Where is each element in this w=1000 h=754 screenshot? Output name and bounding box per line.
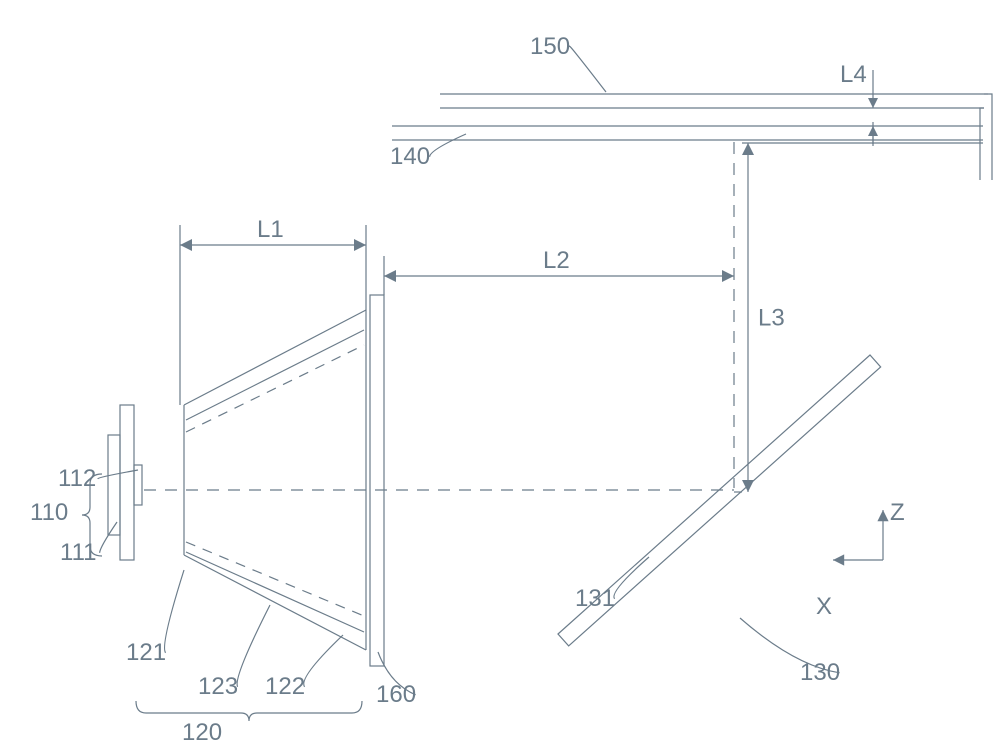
axis-z-label: Z: [890, 499, 905, 526]
arrowhead: [384, 270, 396, 282]
axis-x-label: X: [816, 593, 832, 620]
horn-top-inner: [186, 330, 364, 420]
plate-150-bend-inner: [980, 108, 984, 180]
callout-123: 123: [198, 673, 238, 700]
callout-122: 122: [265, 673, 305, 700]
dim-L3-label: L3: [758, 305, 785, 332]
part-160: [370, 295, 384, 666]
callout-120: 120: [182, 719, 222, 746]
horn-hidden-bot: [186, 542, 364, 616]
part-111-mount: [108, 435, 120, 535]
callout-160: 160: [376, 681, 416, 708]
diagram-canvas: L4 L1 L2 L3 X Z 110 111 112 120 121 122 123 130 131 140…: [0, 0, 1000, 754]
callout-131: 131: [575, 585, 615, 612]
arrowhead: [180, 239, 192, 251]
arrowhead: [833, 554, 844, 565]
brace-120: [136, 701, 362, 721]
dim-L2-label: L2: [543, 247, 570, 274]
dim-L4-label: L4: [840, 61, 867, 88]
callout-111: 111: [60, 539, 96, 566]
horn-bot-outer: [184, 555, 366, 650]
callout-140: 140: [390, 143, 430, 170]
arrowhead: [877, 510, 888, 521]
leader-112: [98, 470, 138, 479]
part-111: [120, 405, 134, 560]
plate-150-bend-outer: [984, 94, 992, 180]
leader-150: [569, 46, 606, 92]
leader-140: [430, 134, 466, 157]
dim-L1-label: L1: [257, 216, 284, 243]
arrowhead: [742, 480, 754, 492]
callout-112: 112: [58, 465, 96, 492]
arrowhead: [354, 239, 366, 251]
callout-121: 121: [126, 639, 166, 666]
arrowhead: [722, 270, 734, 282]
leader-122: [304, 635, 343, 687]
callout-110: 110: [30, 499, 68, 526]
leader-121: [165, 570, 184, 653]
callout-130: 130: [800, 659, 840, 686]
leader-131: [614, 557, 649, 599]
arrowhead: [742, 143, 754, 155]
callout-150: 150: [530, 33, 570, 60]
horn-bot-inner: [186, 552, 364, 632]
